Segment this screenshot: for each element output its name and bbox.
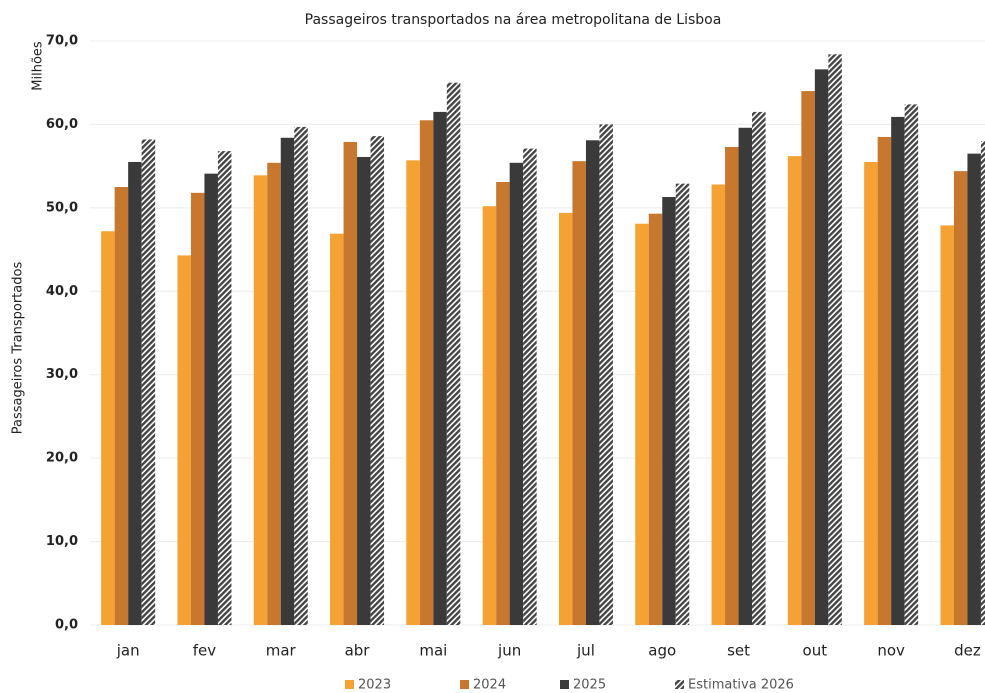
y-unit-label: Milhões <box>31 41 46 91</box>
bar <box>496 181 510 625</box>
bar <box>482 206 497 625</box>
bar <box>953 171 968 626</box>
bar <box>419 120 434 625</box>
bar <box>343 141 358 625</box>
chart-title: Passageiros transportados na área metrop… <box>305 12 722 28</box>
bar <box>635 223 649 626</box>
bar <box>558 212 573 625</box>
bar <box>523 148 537 625</box>
x-tick-label: fev <box>193 642 217 660</box>
bar <box>891 116 905 626</box>
legend-label: 2023 <box>358 678 391 693</box>
bar <box>330 233 344 625</box>
bar <box>114 187 129 625</box>
x-tick-label: dez <box>954 642 981 660</box>
legend-label: Estimativa 2026 <box>688 678 794 693</box>
bar <box>101 231 115 625</box>
bar <box>217 151 232 625</box>
bar <box>711 184 726 626</box>
x-tick-label: jan <box>116 642 140 660</box>
bar <box>675 183 690 626</box>
bar <box>877 136 892 625</box>
bar <box>267 162 281 625</box>
legend-label: 2024 <box>473 678 506 693</box>
x-tick-label: set <box>727 642 750 660</box>
y-tick-label: 70,0 <box>46 34 78 49</box>
legend-swatch <box>675 680 684 689</box>
bar <box>967 153 981 625</box>
bar <box>572 161 586 625</box>
bar <box>433 111 447 625</box>
bar <box>177 255 191 625</box>
bar <box>253 175 268 625</box>
y-tick-label: 30,0 <box>46 367 78 382</box>
bar <box>787 156 802 626</box>
bar <box>141 139 156 625</box>
bar <box>814 69 829 625</box>
bar <box>828 54 842 625</box>
x-tick-label: mar <box>266 642 297 660</box>
bar <box>940 225 954 625</box>
x-tick-label: mai <box>419 642 447 660</box>
bar <box>357 156 371 626</box>
bar <box>864 161 878 625</box>
bar <box>725 146 739 625</box>
bar <box>585 140 600 625</box>
y-tick-label: 0,0 <box>55 618 78 633</box>
bar <box>509 162 524 625</box>
legend-swatch <box>460 680 469 689</box>
y-tick-label: 20,0 <box>46 451 78 466</box>
y-axis-label: Passageiros Transportados <box>11 262 26 435</box>
bar <box>280 137 295 625</box>
y-tick-label: 40,0 <box>46 284 78 299</box>
y-tick-label: 50,0 <box>46 200 78 215</box>
legend-swatch <box>345 680 354 689</box>
bar <box>128 161 142 625</box>
y-tick-label: 60,0 <box>46 117 78 132</box>
legend-swatch <box>560 680 569 689</box>
x-tick-label: out <box>803 642 828 660</box>
bar <box>406 160 420 625</box>
x-tick-label: jul <box>576 642 595 660</box>
legend-label: 2025 <box>573 678 606 693</box>
bar <box>370 136 385 625</box>
x-tick-label: nov <box>877 642 905 660</box>
x-tick-label: ago <box>648 642 676 660</box>
bar <box>204 173 218 625</box>
bar <box>446 82 461 625</box>
bar <box>752 111 766 625</box>
bar <box>801 91 815 626</box>
bar <box>738 127 753 625</box>
bar <box>648 213 663 625</box>
y-tick-label: 10,0 <box>46 534 78 549</box>
x-tick-label: jun <box>497 642 521 660</box>
bar <box>980 141 985 625</box>
x-tick-label: abr <box>345 642 371 660</box>
bar <box>904 104 919 626</box>
bar <box>294 126 308 625</box>
bar <box>599 124 613 625</box>
bar <box>662 197 676 626</box>
bar <box>190 192 205 625</box>
